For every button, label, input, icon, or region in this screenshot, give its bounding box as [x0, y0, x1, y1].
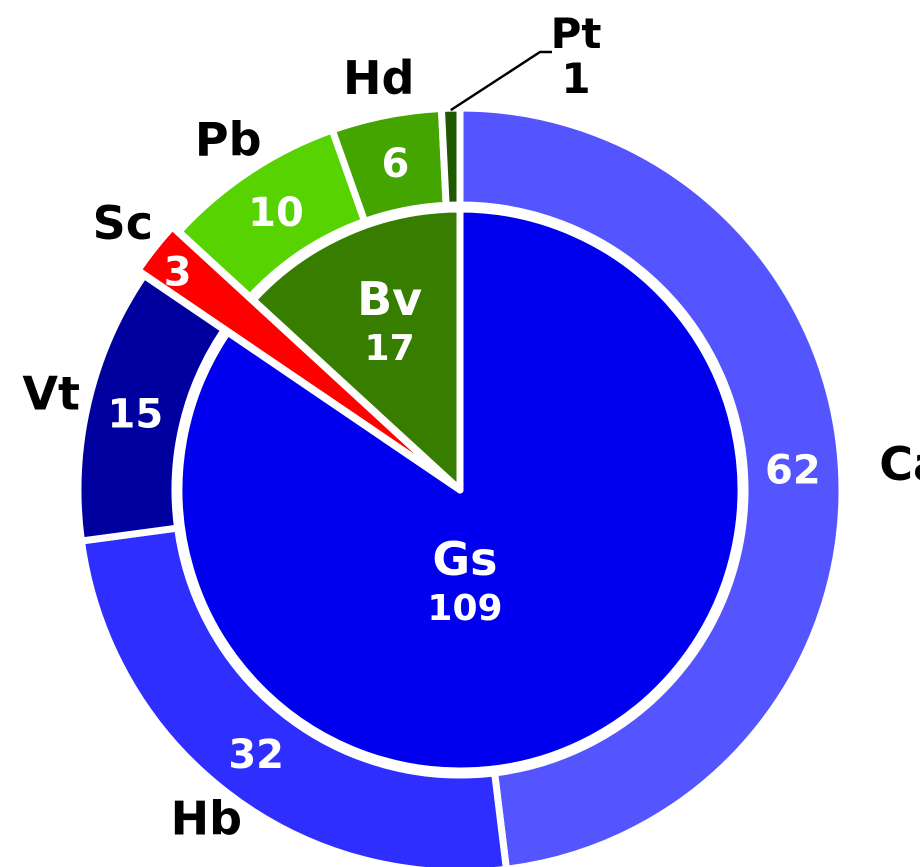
value-label-gs: 109	[427, 588, 502, 629]
slice-hb	[77, 524, 510, 867]
value-label-hd: 6	[382, 141, 410, 187]
inner-label-gs: Gs	[432, 532, 497, 586]
outer-label-vt: Vt	[22, 367, 80, 421]
slice-ca	[456, 104, 846, 867]
value-label-sc: 3	[164, 250, 192, 296]
outer-label-pt: Pt	[551, 9, 602, 58]
value-label-pb: 10	[248, 190, 304, 236]
outer-label-hd: Hd	[343, 51, 414, 105]
slice-sc	[134, 223, 456, 488]
value-label-hb: 32	[228, 732, 284, 778]
sc-wedge-layer	[134, 223, 456, 488]
inner-pie	[175, 205, 745, 775]
leader-line-pt	[450, 50, 552, 112]
slice-gs	[175, 205, 745, 775]
value-label-bv: 17	[365, 328, 415, 369]
slice-pt	[437, 104, 464, 209]
outer-label-hb: Hb	[171, 791, 242, 845]
outer-label-pb: Pb	[195, 113, 262, 167]
outer-label-sc: Sc	[93, 196, 153, 250]
value-label-pt: 1	[561, 54, 590, 103]
value-label-vt: 15	[108, 392, 164, 438]
value-label-ca: 62	[765, 448, 821, 494]
slice-bv	[249, 205, 464, 494]
inner-label-bv: Bv	[357, 272, 422, 326]
outer-label-ca: Ca	[879, 437, 920, 491]
